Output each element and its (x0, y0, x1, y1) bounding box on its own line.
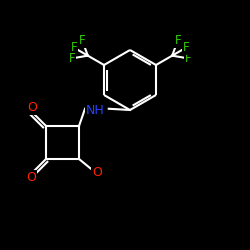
Text: F: F (174, 34, 181, 47)
Text: F: F (68, 52, 75, 65)
Text: F: F (79, 34, 86, 47)
Text: F: F (183, 41, 190, 54)
Text: O: O (27, 101, 37, 114)
Text: F: F (185, 52, 192, 65)
Text: O: O (26, 171, 36, 184)
Text: F: F (70, 41, 77, 54)
Text: O: O (92, 166, 102, 179)
Text: NH: NH (86, 104, 104, 117)
